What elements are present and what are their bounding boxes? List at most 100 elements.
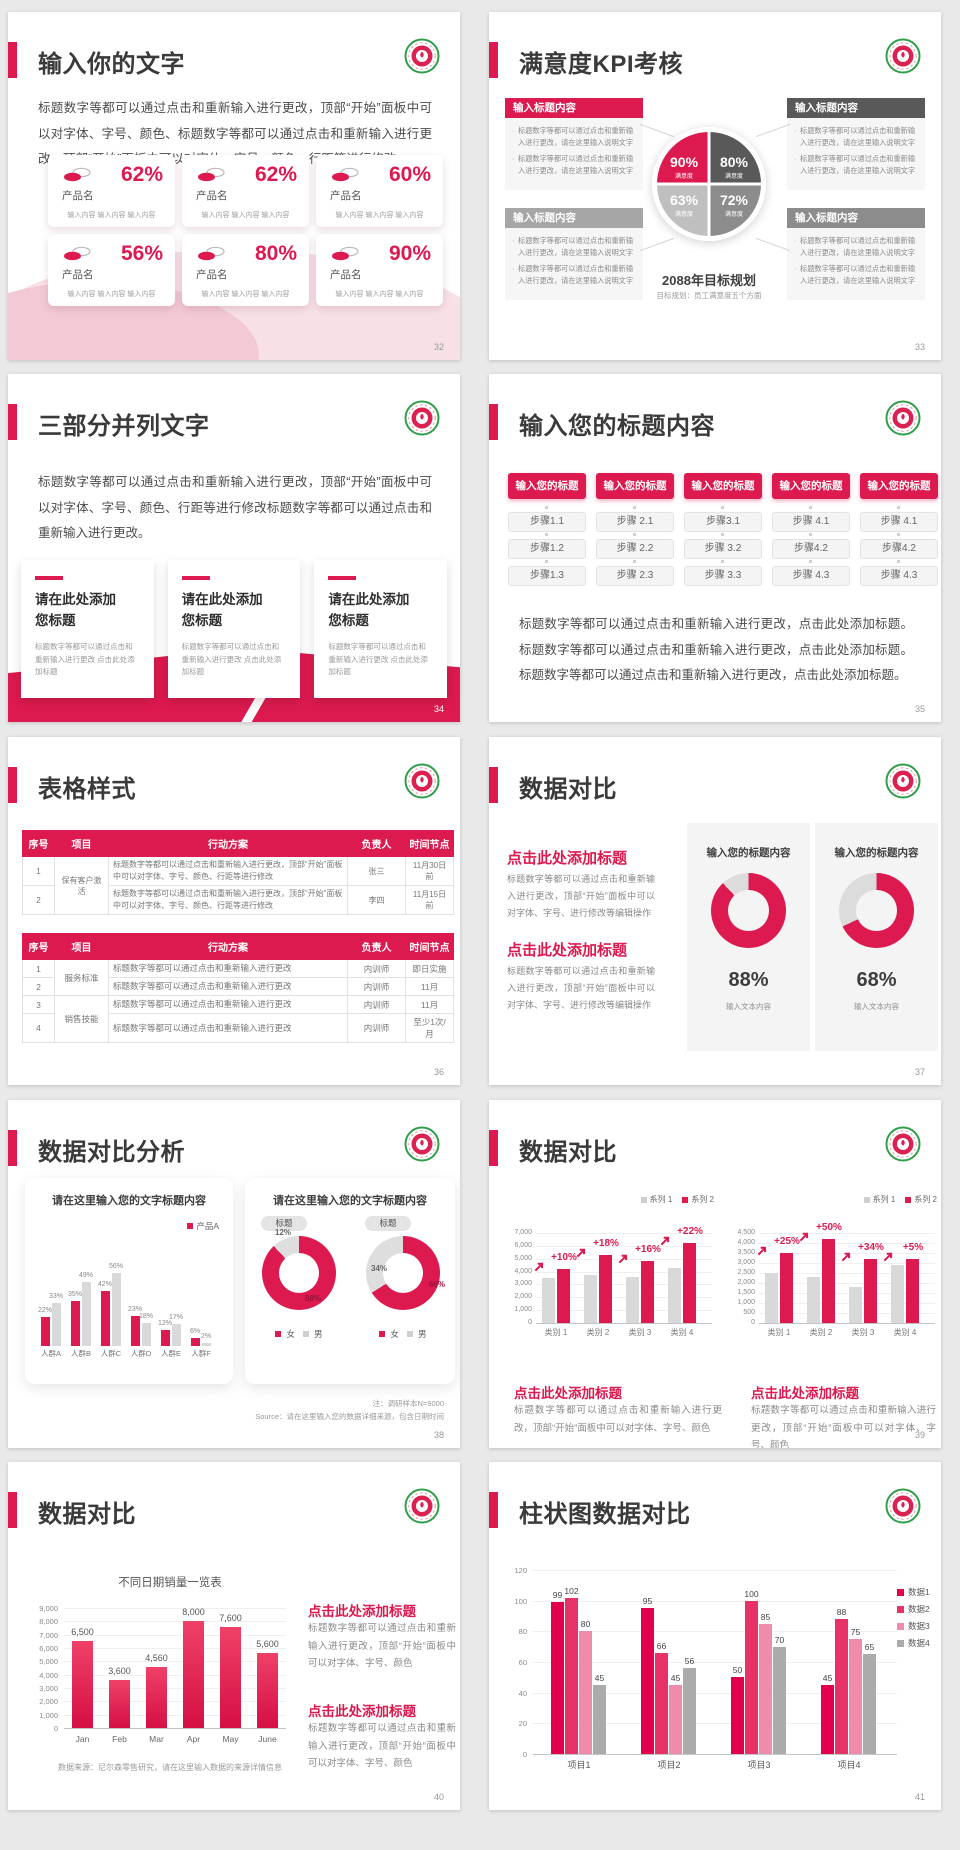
table-cell: 服务标准 [54, 959, 109, 996]
slide-thumbnail-40[interactable]: 数据对比 不同日期销量一览表 0 1,000 2,000 3,000 4,000 5,00… [8, 1462, 460, 1810]
step-box[interactable]: 步骤 4.3 [860, 566, 938, 586]
step-column-header: 输入您的标题 [860, 473, 938, 499]
slide-thumbnail-39[interactable]: 数据对比 系列 1 系列 2 0 1,000 2,000 3,000 4,000 5,000 6… [489, 1100, 941, 1448]
legend-item: 系列 1 [640, 1194, 672, 1205]
brand-logo-icon [885, 1126, 921, 1162]
kpi-bullet-text: 标题数字等都可以通过点击和重新输入进行更改，请在这里输入说明文字 [793, 235, 919, 259]
bar-chart-card[interactable]: 请在这里输入您的文字标题内容 产品A 22% 33% 人群A 35% 49% 人群B 42%… [25, 1178, 233, 1384]
bar-value: 56 [684, 1656, 695, 1667]
kpi-value: 63% [670, 192, 699, 209]
bar [131, 1316, 140, 1346]
step-box[interactable]: 步骤4.2 [860, 539, 938, 559]
data-card[interactable]: 输入您的标题内容 68% 输入文本内容 [815, 823, 938, 1051]
step-box[interactable]: 步骤4.2 [772, 539, 850, 559]
product-name: 产品名 [62, 190, 94, 202]
step-box[interactable]: 步骤1.3 [508, 566, 586, 586]
step-box[interactable]: 步骤 2.3 [596, 566, 674, 586]
coins-icon [64, 246, 91, 261]
text-card[interactable]: 请在此处添加您标题 标题数字等都可以通过点击和重新输入进行更改 点击此处添加标题 [314, 560, 448, 698]
legend-item: 数据4 [897, 1637, 930, 1649]
step-box[interactable]: 步骤 4.1 [772, 512, 850, 532]
gridline [759, 1283, 935, 1284]
text-card[interactable]: 请在此处添加您标题 标题数字等都可以通过点击和重新输入进行更改 点击此处添加标题 [167, 560, 301, 698]
product-card[interactable]: 产品名 56% 输入内容 输入内容 输入内容 [48, 234, 175, 306]
y-tick-label: 5,000 [514, 1254, 532, 1262]
step-box[interactable]: 步骤 4.1 [860, 512, 938, 532]
trend-arrow-icon [660, 1237, 670, 1246]
text-card[interactable]: 请在此处添加您标题 标题数字等都可以通过点击和重新输入进行更改 点击此处添加标题 [21, 560, 154, 698]
bar [146, 1667, 167, 1728]
legend-label: 女 [390, 1329, 399, 1339]
slide-thumbnail-38[interactable]: 数据对比分析 请在这里输入您的文字标题内容 产品A 22% 33% 人群A 35% 49… [8, 1100, 460, 1448]
legend-item: 男 [303, 1328, 323, 1340]
step-box[interactable]: 步骤1.2 [508, 539, 586, 559]
category-label: Jan [75, 1734, 90, 1744]
category-label: 项目4 [837, 1760, 861, 1770]
y-tick-label: 4,500 [737, 1229, 755, 1236]
product-card[interactable]: 产品名 80% 输入内容 输入内容 输入内容 [182, 234, 309, 306]
gridline [533, 1692, 897, 1694]
product-card[interactable]: 产品名 90% 输入内容 输入内容 输入内容 [316, 234, 443, 306]
y-tick-label: 4,000 [737, 1239, 755, 1246]
gridline [64, 1701, 286, 1703]
kpi-box-header: 输入标题内容 [787, 208, 925, 228]
product-value: 62% [120, 163, 163, 186]
table-cell: 内训师 [347, 1013, 406, 1043]
table-col-header: 行动方案 [108, 933, 348, 960]
donut-red-label: 88% [305, 1294, 322, 1303]
bar [257, 1653, 278, 1728]
connector-dot [721, 560, 724, 563]
step-box[interactable]: 步骤 4.3 [772, 566, 850, 586]
card-heading: 请在此处添加您标题 [181, 592, 263, 628]
kpi-bullet-text: 标题数字等都可以通过点击和重新输入进行更改，请在这里输入说明文字 [793, 153, 919, 177]
slide-thumbnail-32[interactable]: 输入你的文字 标题数字等都可以通过点击和重新输入进行更改，顶部“开始”面板中可以… [8, 12, 460, 360]
slide-thumbnail-35[interactable]: 输入您的标题内容 输入您的标题 步骤1.1 步骤1.2 步骤1.3 输入您的标题 步骤 2… [489, 374, 941, 722]
legend-label: 女 [286, 1329, 295, 1339]
donut-chart [366, 1236, 440, 1310]
step-box[interactable]: 步骤1.1 [508, 512, 586, 532]
category-label: May [222, 1734, 239, 1744]
legend-item: 数据2 [897, 1603, 930, 1615]
connector-line [639, 237, 675, 252]
page-number: 37 [914, 1067, 925, 1077]
coins-icon [198, 246, 225, 261]
product-card[interactable]: 产品名 62% 输入内容 输入内容 输入内容 [182, 155, 309, 227]
donut-gray-label: 34% [371, 1264, 388, 1273]
donut-chart-card[interactable]: 请在这里输入您的文字标题内容 标题 12% 88% 女男标题 34% 66% 女男 [245, 1178, 455, 1384]
product-value: 90% [388, 242, 431, 265]
page-number: 39 [914, 1430, 925, 1440]
category-label: 项目2 [657, 1760, 681, 1770]
step-column-header: 输入您的标题 [684, 473, 762, 499]
table-cell: 内训师 [347, 959, 406, 978]
percent-label: +50% [816, 1222, 842, 1233]
step-box[interactable]: 步骤 3.3 [684, 566, 762, 586]
slide-thumbnail-36[interactable]: 表格样式 序号 项目 行动方案 负责人 时间节点 1 保有客户激活 标题数字等都可以通过点击和… [8, 737, 460, 1085]
product-name: 产品名 [62, 269, 94, 281]
table-cell: 即日实施 [405, 959, 454, 978]
trend-arrow-icon [841, 1252, 851, 1262]
bar-value: 66 [656, 1640, 667, 1651]
data-card[interactable]: 输入您的标题内容 88% 输入文本内容 [687, 823, 810, 1051]
table-cell: 标题数字等都可以通过点击和重新输入进行更改，顶部“开始”面板中可以对字体、字号、… [108, 885, 348, 915]
step-box[interactable]: 步骤 2.1 [596, 512, 674, 532]
slide-thumbnail-41[interactable]: 柱状图数据对比 0 20 40 60 80 100 120 99 102 80 45 项目1 95 66 4… [489, 1462, 941, 1810]
bar-value: 100 [744, 1588, 759, 1599]
step-box[interactable]: 步骤3.1 [684, 512, 762, 532]
step-box[interactable]: 步骤 3.2 [684, 539, 762, 559]
percent-label: +34% [858, 1242, 884, 1253]
table-cell: 标题数字等都可以通过点击和重新输入进行更改 [108, 977, 348, 996]
page-number: 40 [433, 1792, 444, 1802]
step-box[interactable]: 步骤 2.2 [596, 539, 674, 559]
section-heading: 点击此处添加标题 [308, 1704, 416, 1719]
accent-dash [328, 576, 357, 580]
product-card[interactable]: 产品名 60% 输入内容 输入内容 输入内容 [316, 155, 443, 227]
slide-thumbnail-34[interactable]: 三部分并列文字 标题数字等都可以通过点击和重新输入进行更改，顶部“开始”面板中可… [8, 374, 460, 722]
slide-thumbnail-37[interactable]: 数据对比 点击此处添加标题 标题数字等都可以通过点击和重新输入进行更改，顶部“开… [489, 737, 941, 1085]
percent-label: +10% [551, 1252, 577, 1263]
trend-arrow-icon [576, 1248, 586, 1258]
product-card[interactable]: 产品名 62% 输入内容 输入内容 输入内容 [48, 155, 175, 227]
y-tick-label: 0 [528, 1319, 532, 1326]
slide-thumbnail-33[interactable]: 满意度KPI考核 输入标题内容标题数字等都可以通过点击和重新输入进行更改，请在这… [489, 12, 941, 360]
bar [765, 1273, 778, 1323]
grouped-bar-chart: 系列 1 系列 2 0 500 1,000 1,500 2,000 2,500 3,000 3,5… [729, 1195, 939, 1348]
